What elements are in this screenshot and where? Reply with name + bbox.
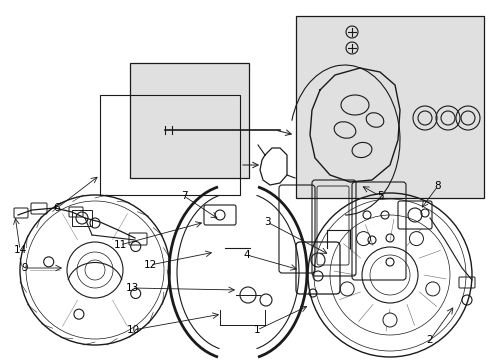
Text: 12: 12 [143, 260, 156, 270]
Text: 4: 4 [243, 250, 250, 260]
Bar [100, 95, 240, 195]
Circle shape [356, 231, 370, 246]
Text: 13: 13 [125, 283, 138, 293]
Text: 3: 3 [263, 217, 270, 227]
Text: 10: 10 [126, 325, 139, 335]
Text: 6: 6 [54, 203, 60, 213]
Text: 2: 2 [426, 335, 432, 345]
Text: 7: 7 [181, 191, 187, 201]
Bar [72, 210, 92, 226]
Bar [295, 16, 483, 198]
Text: 1: 1 [253, 325, 260, 335]
Circle shape [340, 282, 353, 296]
Bar [129, 63, 249, 178]
Circle shape [382, 313, 396, 327]
Text: 5: 5 [376, 191, 383, 201]
Text: 14: 14 [13, 245, 26, 255]
Text: 9: 9 [21, 263, 28, 273]
Text: 11: 11 [113, 240, 126, 250]
Text: 8: 8 [434, 181, 440, 191]
Circle shape [425, 282, 439, 296]
Circle shape [408, 231, 423, 246]
